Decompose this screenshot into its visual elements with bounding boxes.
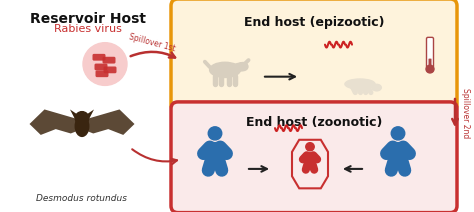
FancyBboxPatch shape [94,64,108,70]
Ellipse shape [75,116,89,136]
Polygon shape [70,109,78,118]
FancyBboxPatch shape [171,102,457,212]
Circle shape [75,112,89,125]
Text: Spillover 2nd: Spillover 2nd [462,88,471,139]
FancyBboxPatch shape [428,59,431,67]
Text: Reservoir Host: Reservoir Host [30,12,146,26]
FancyBboxPatch shape [102,57,116,64]
FancyBboxPatch shape [427,37,434,68]
FancyBboxPatch shape [393,142,403,158]
Circle shape [306,143,314,151]
Circle shape [426,65,434,73]
Polygon shape [86,109,94,118]
FancyBboxPatch shape [210,142,220,158]
FancyBboxPatch shape [171,0,457,112]
Text: End host (epizootic): End host (epizootic) [244,15,384,28]
Text: Desmodus rotundus: Desmodus rotundus [36,194,128,203]
Text: End host (zoonotic): End host (zoonotic) [246,116,382,130]
FancyBboxPatch shape [95,70,109,77]
Ellipse shape [238,63,248,71]
Ellipse shape [345,79,375,89]
Circle shape [391,127,405,140]
Circle shape [208,127,222,140]
Polygon shape [82,109,135,135]
FancyBboxPatch shape [92,54,106,61]
FancyBboxPatch shape [307,152,313,162]
Ellipse shape [372,84,381,91]
Circle shape [83,43,127,85]
Ellipse shape [210,62,240,78]
Text: Spillover 1st: Spillover 1st [128,32,176,53]
FancyBboxPatch shape [103,67,117,73]
Text: Rabies virus: Rabies virus [54,24,122,34]
Polygon shape [29,109,82,135]
